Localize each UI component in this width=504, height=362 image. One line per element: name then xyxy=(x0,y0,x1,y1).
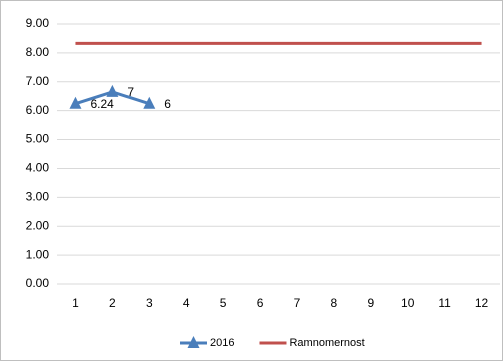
x-tick-label: 10 xyxy=(401,296,415,310)
marker xyxy=(143,96,156,109)
y-tick-label: 7.00 xyxy=(26,74,50,88)
x-tick-label: 3 xyxy=(146,296,153,310)
x-tick-label: 5 xyxy=(220,296,227,310)
x-tick-label: 11 xyxy=(438,296,451,310)
x-tick-label: 6 xyxy=(257,296,264,310)
marker xyxy=(106,84,119,97)
x-tick-label: 12 xyxy=(475,296,489,310)
y-tick-label: 5.00 xyxy=(26,132,50,146)
y-tick-label: 8.00 xyxy=(26,45,50,59)
marker xyxy=(69,96,82,109)
y-tick-label: 2.00 xyxy=(26,218,50,232)
y-tick-label: 4.00 xyxy=(26,161,50,175)
y-tick-label: 0.00 xyxy=(26,276,50,290)
data-label: 6.24 xyxy=(90,97,114,111)
data-label: 7 xyxy=(127,85,134,99)
legend: 2016 Ramnomernost xyxy=(180,336,365,349)
legend-label: Ramnomernost xyxy=(289,337,364,349)
x-tick-label: 9 xyxy=(367,296,374,310)
data-label: 6 xyxy=(164,97,171,111)
legend-label: 2016 xyxy=(210,337,234,349)
y-tick-label: 9.00 xyxy=(26,16,50,30)
x-tick-label: 4 xyxy=(183,296,190,310)
y-tick-label: 6.00 xyxy=(26,103,50,117)
y-tick-label: 1.00 xyxy=(26,247,50,261)
x-tick-label: 8 xyxy=(331,296,338,310)
x-tick-label: 2 xyxy=(109,296,116,310)
x-tick-label: 7 xyxy=(294,296,301,310)
x-tick-label: 1 xyxy=(72,296,79,310)
legend-marker xyxy=(187,336,200,348)
y-tick-label: 3.00 xyxy=(26,190,50,204)
